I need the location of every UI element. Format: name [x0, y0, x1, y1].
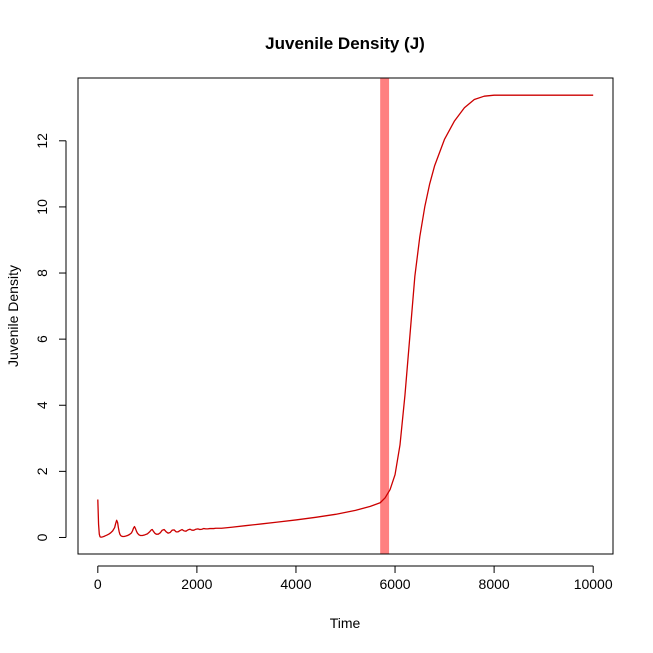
series-line-layer — [97, 94, 594, 538]
plot-box — [77, 77, 614, 555]
x-axis: 0 2000 4000 6000 8000 10000 — [94, 565, 613, 592]
y-tick-label: 8 — [34, 269, 50, 277]
x-tick-label: 6000 — [379, 576, 410, 592]
x-tick-label: 2000 — [181, 576, 212, 592]
x-tick-label: 0 — [94, 576, 102, 592]
y-axis-label: Juvenile Density — [5, 265, 21, 367]
x-tick-label: 10000 — [574, 576, 613, 592]
series-line — [97, 94, 594, 538]
y-tick-label: 4 — [34, 401, 50, 409]
y-tick-label: 12 — [34, 133, 50, 149]
x-tick-label: 8000 — [479, 576, 510, 592]
y-tick-label: 10 — [34, 199, 50, 215]
x-tick-label: 4000 — [280, 576, 311, 592]
y-axis: 0 2 4 6 8 10 12 — [34, 133, 67, 541]
y-tick-label: 0 — [34, 533, 50, 541]
highlight-band — [380, 78, 390, 554]
y-tick-label: 6 — [34, 335, 50, 343]
highlight-band-layer — [380, 78, 390, 554]
x-axis-label: Time — [330, 615, 361, 631]
y-tick-label: 2 — [34, 467, 50, 475]
chart-title: Juvenile Density (J) — [265, 34, 425, 53]
